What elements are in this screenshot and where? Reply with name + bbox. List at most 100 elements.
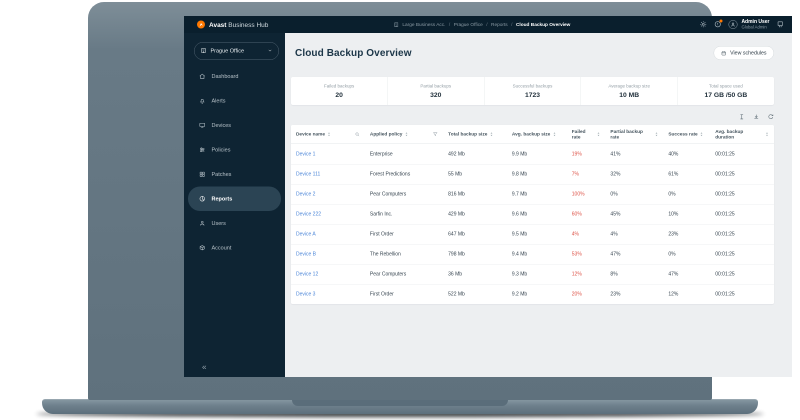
columns-icon[interactable] (739, 113, 746, 120)
view-schedules-button[interactable]: View schedules (713, 46, 774, 60)
cell-policy: Sarfin Inc. (369, 211, 393, 218)
breadcrumb: Large Business Acc. / Prague Office / Report… (393, 21, 571, 28)
gear-icon[interactable] (699, 21, 707, 29)
cell-duration: 00:01:25 (715, 231, 735, 238)
stat-label: Average backup size (608, 83, 651, 89)
stat-average-backup-size: Average backup size 10 MB (580, 77, 678, 105)
cell-duration: 00:01:25 (715, 211, 735, 218)
monitor-icon (199, 122, 206, 129)
sidebar-item-account[interactable]: Account (188, 236, 281, 261)
sidebar-item-devices[interactable]: Devices (188, 113, 281, 138)
stat-total-space-used: Total space used 17 GB /50 GB (677, 77, 774, 105)
bell-icon (199, 98, 206, 105)
sort-icon[interactable] (654, 132, 658, 138)
stat-label: Partial backups (420, 83, 452, 89)
cell-failed: 60% (571, 211, 582, 218)
cell-success: 0% (668, 191, 676, 198)
stat-failed-backups: Failed backups 20 (291, 77, 387, 105)
device-link[interactable]: Device 222 (296, 211, 322, 218)
column-header-avg-backup-size[interactable]: Avg. backup size (507, 132, 567, 138)
sidebar-item-reports[interactable]: Reports (188, 186, 281, 211)
cell-total: 647 Mb (448, 231, 465, 238)
console-icon[interactable] (777, 21, 785, 29)
device-link[interactable]: Device 111 (296, 171, 321, 178)
column-label: Failed rate (571, 128, 586, 140)
site-selector[interactable]: Prague Office (194, 42, 279, 60)
cell-avg: 9.5 Mb (511, 231, 528, 238)
sidebar-item-policies[interactable]: Policies (188, 138, 281, 163)
download-icon[interactable] (753, 113, 760, 120)
sidebar-item-patches[interactable]: Patches (188, 162, 281, 187)
table-row: Device 222 Sarfin Inc. 429 Mb 9.6 Mb 60% 45% 1… (291, 204, 774, 224)
column-header-avg-backup-duration[interactable]: Avg. backup duration (710, 129, 774, 140)
column-header-device-name[interactable]: Device name (291, 131, 365, 138)
cell-duration: 00:01:25 (715, 151, 735, 157)
cell-partial: 45% (610, 211, 621, 218)
search-icon[interactable] (354, 132, 360, 138)
cell-success: 12% (668, 291, 679, 298)
sort-icon[interactable] (765, 132, 769, 138)
user-icon (199, 220, 206, 227)
device-link[interactable]: Device B (296, 251, 317, 258)
device-link[interactable]: Device 12 (296, 271, 319, 278)
table-row: Device 3 First Order 522 Mb 9.2 Mb 20% 23% 12%… (291, 284, 774, 304)
filter-icon[interactable] (433, 132, 439, 138)
laptop-shadow (36, 411, 764, 417)
brand-rest: Business Hub (228, 20, 269, 29)
breadcrumb-item[interactable]: Cloud Backup Overview (515, 21, 571, 28)
column-header-total-backup-size[interactable]: Total backup size (443, 131, 507, 138)
column-label: Device name (296, 131, 326, 138)
avast-logo: Avast Business Hub (197, 20, 268, 29)
device-link[interactable]: Device 3 (296, 291, 316, 298)
cell-policy: First Order (369, 291, 394, 298)
sort-icon[interactable] (596, 132, 600, 138)
column-header-partial-backup-rate[interactable]: Partial backup rate (605, 129, 663, 140)
device-link[interactable]: Device 2 (296, 191, 316, 198)
sidebar-item-dashboard[interactable]: Dashboard (188, 64, 281, 89)
cell-policy: First Order (369, 231, 394, 238)
column-label: Total backup size (448, 131, 488, 138)
page-title: Cloud Backup Overview (295, 47, 412, 59)
sort-icon[interactable] (552, 132, 556, 138)
cell-partial: 8% (610, 271, 618, 278)
cell-policy: Pear Computers (369, 191, 407, 198)
breadcrumb-item[interactable]: Large Business Acc. (402, 21, 446, 28)
sidebar-item-label: Policies (211, 146, 231, 153)
cell-success: 61% (668, 171, 679, 178)
sort-icon[interactable] (327, 132, 331, 138)
sidebar-item-label: Patches (211, 171, 232, 178)
report-table: Device name Applied policy Total backup si… (291, 125, 774, 304)
cell-duration: 00:01:25 (715, 291, 735, 298)
sliders-icon (199, 147, 206, 154)
table-row: Device 111 Forest Predictions 55 Mb 9.8 Mb 7… (291, 164, 774, 184)
breadcrumb-separator: / (486, 21, 488, 28)
breadcrumb-separator: / (511, 21, 513, 28)
brand-title: Avast Business Hub (209, 21, 268, 29)
avatar[interactable] (728, 19, 738, 29)
column-header-failed-rate[interactable]: Failed rate (567, 129, 606, 140)
cell-failed: 100% (571, 191, 585, 198)
cell-total: 55 Mb (448, 171, 463, 178)
stat-value: 17 GB /50 GB (704, 91, 748, 99)
cell-avg: 9.4 Mb (511, 251, 528, 258)
sort-icon[interactable] (700, 132, 704, 138)
column-header-success-rate[interactable]: Success rate (663, 132, 710, 138)
refresh-icon[interactable] (768, 113, 775, 120)
site-selector-label: Prague Office (210, 48, 245, 54)
column-header-applied-policy[interactable]: Applied policy (365, 132, 443, 138)
sort-icon[interactable] (489, 132, 493, 138)
device-link[interactable]: Device A (296, 231, 316, 238)
table-toolbar (291, 110, 774, 123)
breadcrumb-item[interactable]: Prague Office (453, 21, 483, 28)
sidebar-item-users[interactable]: Users (188, 211, 281, 236)
user-menu[interactable]: Admin User Global Admin (741, 19, 769, 30)
stat-label: Total space used (709, 83, 743, 89)
breadcrumb-item[interactable]: Reports (491, 21, 508, 28)
sidebar-collapse-button[interactable]: « (202, 363, 207, 372)
sidebar-item-label: Reports (211, 195, 233, 202)
sidebar-item-alerts[interactable]: Alerts (188, 89, 281, 114)
sort-icon[interactable] (404, 132, 408, 138)
notifications-icon[interactable] (714, 19, 723, 29)
device-link[interactable]: Device 1 (296, 151, 316, 157)
